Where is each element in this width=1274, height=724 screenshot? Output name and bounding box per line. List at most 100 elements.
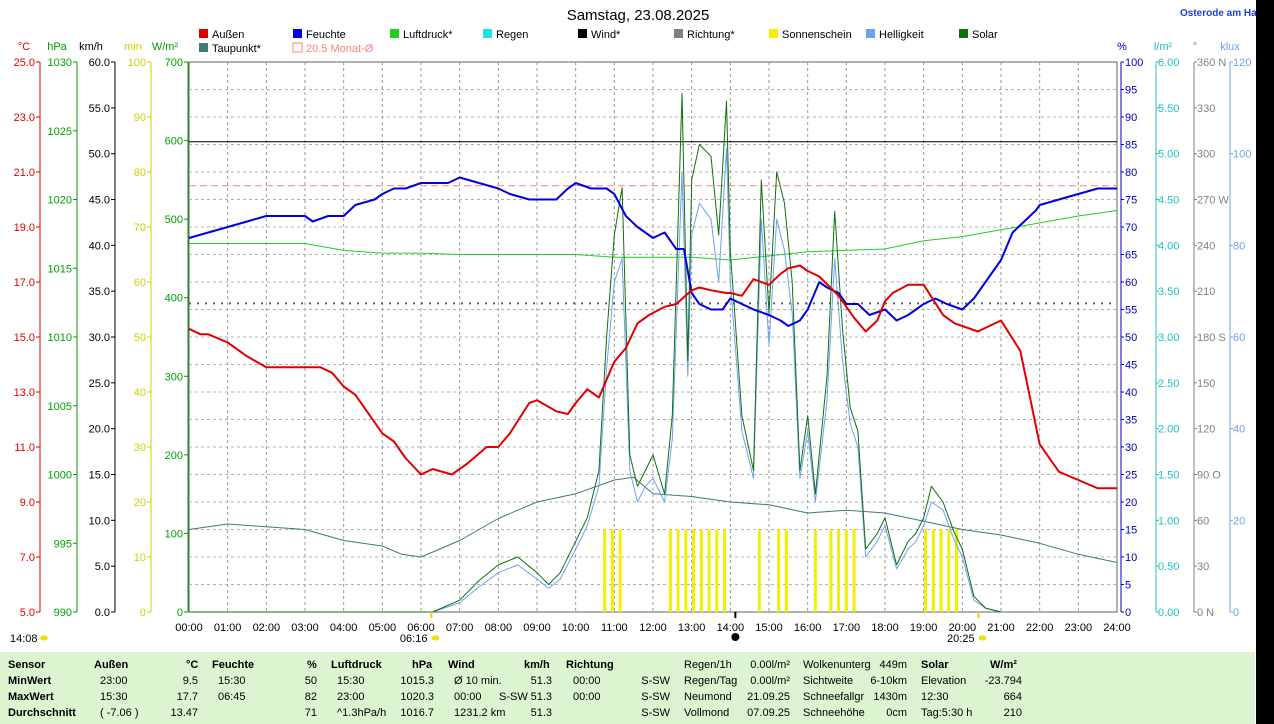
x-tick-label: 16:00 bbox=[794, 622, 822, 634]
axis-tick-label-rain: 3.50 bbox=[1158, 286, 1179, 298]
axis-tick-label-rain: 4.50 bbox=[1158, 195, 1179, 207]
axis-tick-label-lux: 20 bbox=[1233, 515, 1245, 527]
axis-tick-label-temp: 21.0 bbox=[14, 167, 35, 179]
legend-swatch bbox=[293, 29, 302, 38]
stats-feuchte-value: 82 bbox=[304, 691, 317, 703]
stats-rain-key: Vollmond bbox=[684, 707, 730, 719]
x-tick-label: 03:00 bbox=[291, 622, 319, 634]
axis-tick-label-press: 995 bbox=[54, 538, 72, 550]
stats-aussen-time: ( -7.06 ) bbox=[100, 707, 139, 719]
axis-tick-label-dir: 180 S bbox=[1197, 332, 1226, 344]
axis-tick-label-sun: 10 bbox=[134, 552, 146, 564]
stats-aussen-value: 17.7 bbox=[176, 691, 198, 703]
axis-tick-label-temp: 15.0 bbox=[14, 332, 35, 344]
stats-weather-value: 6-10km bbox=[870, 675, 907, 687]
axis-tick-label-rain: 0.00 bbox=[1158, 607, 1179, 619]
axis-tick-label-press: 1005 bbox=[48, 401, 72, 413]
x-tick-label: 17:00 bbox=[833, 622, 861, 634]
plot-area bbox=[188, 92, 1118, 613]
axis-tick-label-dir: 150 bbox=[1197, 378, 1215, 390]
stats-aussen-time: 15:30 bbox=[100, 691, 128, 703]
axis-tick-label-rain: 2.50 bbox=[1158, 378, 1179, 390]
axis-unit-sun: min bbox=[124, 41, 142, 53]
axis-tick-label-temp: 9.0 bbox=[20, 497, 35, 509]
axis-tick-label-lux: 60 bbox=[1233, 332, 1245, 344]
x-tick-label: 05:00 bbox=[369, 622, 397, 634]
axis-tick-label-lux: 120 bbox=[1233, 57, 1251, 69]
legend-label: Taupunkt* bbox=[212, 43, 262, 55]
stats-wind-value: 51.3 bbox=[530, 707, 552, 719]
axis-tick-label-sun: 30 bbox=[134, 442, 146, 454]
stats-row-label: Durchschnitt bbox=[8, 707, 76, 719]
axis-tick-label-rain: 6.00 bbox=[1158, 57, 1179, 69]
legend-swatch bbox=[674, 29, 683, 38]
axis-tick-label-solar: 0 bbox=[177, 607, 183, 619]
legend-label: Feuchte bbox=[306, 29, 346, 41]
stats-rain-key: Regen/1h bbox=[684, 659, 732, 671]
x-tick-label: 11:00 bbox=[601, 622, 628, 634]
axis-tick-label-press: 990 bbox=[54, 607, 72, 619]
x-tick-label: 09:00 bbox=[523, 622, 551, 634]
stats-solar-key: Elevation bbox=[921, 675, 967, 687]
stats-aussen-time: 23:00 bbox=[100, 675, 128, 687]
chart-title: Samstag, 23.08.2025 bbox=[567, 7, 710, 24]
axis-tick-label-hum: 5 bbox=[1125, 580, 1131, 592]
sunshine-bar bbox=[813, 529, 817, 612]
axis-unit-wind: km/h bbox=[79, 41, 103, 53]
axis-tick-label-wind: 50.0 bbox=[89, 149, 110, 161]
x-tick-label: 22:00 bbox=[1026, 622, 1054, 634]
x-tick-label: 07:00 bbox=[446, 622, 474, 634]
x-tick-label: 23:00 bbox=[1065, 622, 1093, 634]
sunshine-bar bbox=[715, 529, 719, 612]
axis-tick-label-sun: 70 bbox=[134, 222, 146, 234]
axis-unit-press: hPa bbox=[47, 41, 67, 53]
sunshine-bar bbox=[844, 529, 848, 612]
axis-tick-label-temp: 5.0 bbox=[20, 607, 35, 619]
stats-header-feuchte-unit: % bbox=[307, 659, 317, 671]
axis-tick-label-solar: 700 bbox=[165, 57, 183, 69]
stats-weather-key: Wolkenunterg bbox=[803, 659, 871, 671]
axis-tick-label-hum: 75 bbox=[1125, 195, 1137, 207]
axis-tick-label-press: 1015 bbox=[48, 263, 72, 275]
stats-header-sensor: Sensor bbox=[8, 659, 46, 671]
axis-unit-dir: ° bbox=[1193, 41, 1197, 53]
legend-label: Richtung* bbox=[687, 29, 735, 41]
stats-weather-value: 449m bbox=[879, 659, 907, 671]
axis-tick-label-rain: 2.00 bbox=[1158, 424, 1179, 436]
current-time-marker bbox=[40, 635, 48, 641]
axis-tick-label-dir: 120 bbox=[1197, 424, 1215, 436]
stats-druck-value: 1016.7 bbox=[400, 707, 434, 719]
axis-tick-label-sun: 100 bbox=[128, 57, 146, 69]
axis-tick-label-temp: 13.0 bbox=[14, 387, 35, 399]
axis-tick-label-dir: 240 bbox=[1197, 240, 1215, 252]
stats-rain-value: 0.00l/m² bbox=[750, 675, 790, 687]
x-tick-label: 10:00 bbox=[562, 622, 590, 634]
axis-tick-label-rain: 3.00 bbox=[1158, 332, 1179, 344]
stats-weather-key: Sichtweite bbox=[803, 675, 854, 687]
axis-tick-label-rain: 5.00 bbox=[1158, 149, 1179, 161]
sunshine-bar bbox=[784, 529, 788, 612]
axis-tick-label-press: 1020 bbox=[48, 195, 72, 207]
axis-unit-temp: °C bbox=[18, 41, 30, 53]
stats-header-wind-unit: km/h bbox=[524, 659, 550, 671]
current-time-label: 14:08 bbox=[10, 633, 38, 645]
stats-header-aussen-unit: °C bbox=[186, 659, 199, 671]
axis-unit-solar: W/m² bbox=[152, 41, 179, 53]
axis-tick-label-lux: 80 bbox=[1233, 240, 1245, 252]
sunshine-bar bbox=[684, 529, 688, 612]
axis-tick-label-hum: 30 bbox=[1125, 442, 1137, 454]
axis-tick-label-hum: 85 bbox=[1125, 140, 1137, 152]
sunshine-bar bbox=[947, 529, 951, 612]
legend: Außen Feuchte Luftdruck* Regen Wind* Richtung… bbox=[199, 29, 998, 55]
axis-tick-label-press: 1010 bbox=[48, 332, 72, 344]
axis-tick-label-rain: 4.00 bbox=[1158, 240, 1179, 252]
sunshine-bar bbox=[699, 529, 703, 612]
axis-tick-label-sun: 90 bbox=[134, 112, 146, 124]
legend-swatch bbox=[199, 43, 208, 52]
axis-tick-label-wind: 5.0 bbox=[95, 561, 110, 573]
axis-tick-label-solar: 200 bbox=[165, 450, 183, 462]
x-tick-label: 18:00 bbox=[871, 622, 899, 634]
series-line-helligkeit bbox=[189, 147, 1002, 613]
stats-richtung-value: S-SW bbox=[641, 707, 670, 719]
axis-unit-hum: % bbox=[1117, 41, 1127, 53]
